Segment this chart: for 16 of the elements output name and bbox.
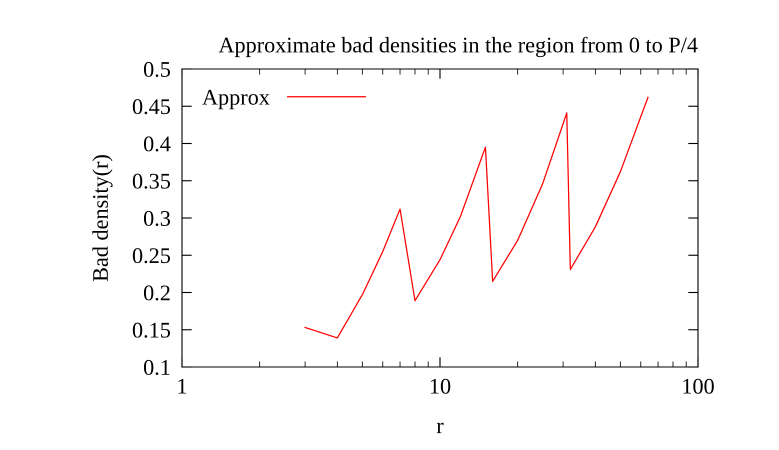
y-tick-label: 0.25 — [132, 248, 170, 264]
y-axis-title: Bad density(r) — [92, 155, 113, 282]
legend-label: Approx — [202, 90, 270, 110]
y-tick-label: 0.15 — [132, 322, 170, 338]
x-tick-label: 100 — [683, 378, 714, 394]
x-axis-title: r — [436, 422, 444, 434]
y-tick-label: 0.1 — [144, 360, 170, 376]
y-tick-label: 0.4 — [144, 136, 171, 152]
chart-title: Approximate bad densities in the region from 0 to P/4 — [218, 36, 698, 58]
x-tick-label: 10 — [430, 378, 450, 394]
y-tick-label: 0.45 — [132, 99, 170, 114]
y-tick-label: 0.5 — [144, 62, 170, 78]
y-tick-label: 0.35 — [132, 174, 170, 189]
y-tick-label: 0.3 — [144, 210, 170, 226]
y-tick-label: 0.2 — [144, 285, 170, 301]
x-tick-label: 1 — [178, 378, 186, 394]
